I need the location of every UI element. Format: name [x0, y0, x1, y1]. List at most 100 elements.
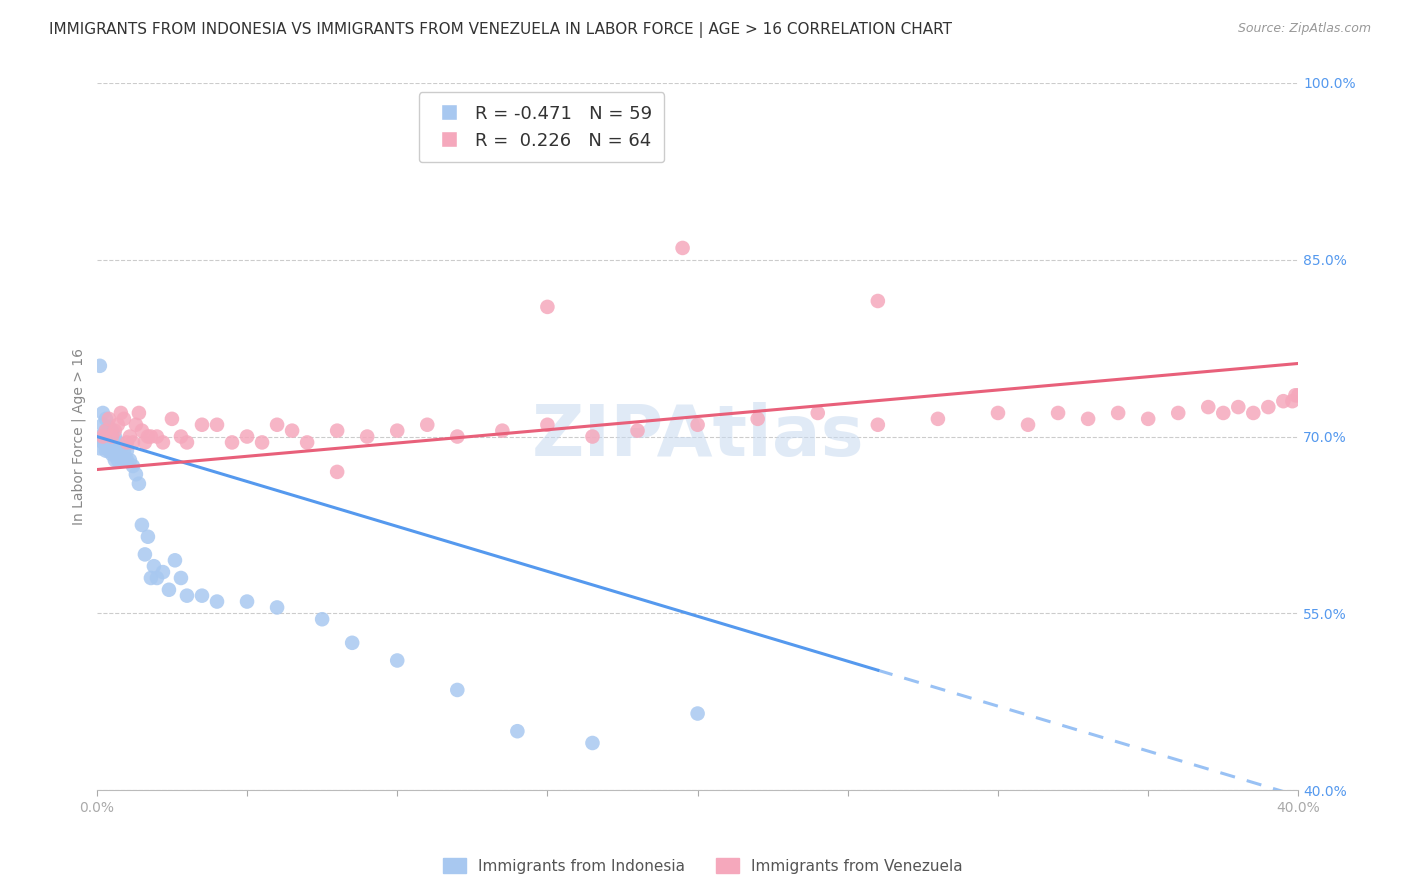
Point: [987, 406, 1010, 420]
Point: [94, 424, 117, 438]
Point: [101, 432, 124, 446]
Point: [1167, 406, 1189, 420]
Point: [221, 435, 243, 450]
Point: [91, 429, 114, 443]
Point: [671, 241, 693, 255]
Point: [266, 417, 288, 432]
Point: [281, 424, 304, 438]
Point: [122, 458, 145, 473]
Point: [112, 453, 135, 467]
Point: [91, 417, 114, 432]
Point: [416, 417, 439, 432]
Point: [107, 417, 129, 432]
Point: [107, 453, 129, 467]
Text: IMMIGRANTS FROM INDONESIA VS IMMIGRANTS FROM VENEZUELA IN LABOR FORCE | AGE > 16: IMMIGRANTS FROM INDONESIA VS IMMIGRANTS …: [49, 22, 952, 38]
Point: [176, 435, 198, 450]
Point: [139, 429, 162, 443]
Point: [1281, 394, 1303, 409]
Point: [1257, 400, 1279, 414]
Point: [131, 424, 153, 438]
Point: [686, 706, 709, 721]
Point: [134, 435, 156, 450]
Point: [125, 467, 148, 482]
Legend: R = -0.471   N = 59, R =  0.226   N = 64: R = -0.471 N = 59, R = 0.226 N = 64: [419, 92, 664, 162]
Point: [97, 435, 120, 450]
Point: [128, 406, 150, 420]
Point: [191, 589, 214, 603]
Point: [205, 417, 228, 432]
Point: [326, 424, 349, 438]
Point: [387, 653, 409, 667]
Point: [101, 447, 124, 461]
Point: [115, 435, 138, 450]
Point: [101, 439, 124, 453]
Point: [506, 724, 529, 739]
Point: [1107, 406, 1129, 420]
Point: [104, 429, 127, 443]
Point: [536, 300, 558, 314]
Point: [115, 453, 138, 467]
Point: [152, 435, 174, 450]
Point: [112, 412, 135, 426]
Point: [170, 429, 193, 443]
Point: [101, 429, 124, 443]
Point: [91, 429, 114, 443]
Point: [536, 417, 558, 432]
Point: [170, 571, 193, 585]
Point: [236, 594, 259, 608]
Point: [91, 435, 114, 450]
Point: [110, 406, 132, 420]
Point: [160, 412, 183, 426]
Point: [326, 465, 349, 479]
Point: [1137, 412, 1160, 426]
Point: [581, 736, 603, 750]
Point: [157, 582, 180, 597]
Point: [136, 530, 159, 544]
Point: [295, 435, 318, 450]
Point: [176, 589, 198, 603]
Point: [94, 429, 117, 443]
Point: [446, 682, 468, 697]
Point: [131, 518, 153, 533]
Point: [1047, 406, 1070, 420]
Point: [626, 424, 648, 438]
Point: [250, 435, 273, 450]
Point: [1284, 388, 1306, 402]
Point: [94, 435, 117, 450]
Point: [1077, 412, 1099, 426]
Point: [163, 553, 186, 567]
Point: [142, 559, 165, 574]
Text: Source: ZipAtlas.com: Source: ZipAtlas.com: [1237, 22, 1371, 36]
Point: [146, 429, 169, 443]
Point: [1272, 394, 1295, 409]
Point: [128, 476, 150, 491]
Point: [152, 565, 174, 579]
Point: [1227, 400, 1250, 414]
Point: [115, 443, 138, 458]
Point: [94, 412, 117, 426]
Point: [118, 453, 141, 467]
Point: [101, 424, 124, 438]
Point: [866, 417, 889, 432]
Point: [104, 424, 127, 438]
Point: [866, 293, 889, 308]
Point: [107, 435, 129, 450]
Point: [1017, 417, 1039, 432]
Point: [1241, 406, 1264, 420]
Point: [134, 548, 156, 562]
Point: [191, 417, 214, 432]
Point: [112, 443, 135, 458]
Point: [139, 571, 162, 585]
Point: [97, 412, 120, 426]
Point: [110, 450, 132, 465]
Point: [89, 429, 111, 443]
Point: [94, 424, 117, 438]
Point: [1197, 400, 1219, 414]
Point: [107, 443, 129, 458]
Point: [747, 412, 769, 426]
Point: [686, 417, 709, 432]
Point: [97, 429, 120, 443]
Point: [125, 417, 148, 432]
Point: [118, 429, 141, 443]
Point: [91, 406, 114, 420]
